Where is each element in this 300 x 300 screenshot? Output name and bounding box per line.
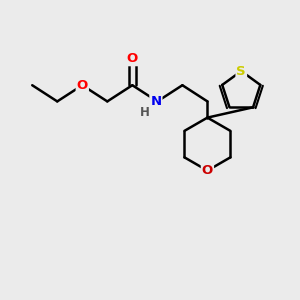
Text: O: O bbox=[202, 164, 213, 177]
Text: H: H bbox=[140, 106, 150, 119]
Text: N: N bbox=[150, 95, 161, 108]
Text: O: O bbox=[77, 79, 88, 92]
Text: S: S bbox=[236, 64, 246, 78]
Text: O: O bbox=[127, 52, 138, 65]
